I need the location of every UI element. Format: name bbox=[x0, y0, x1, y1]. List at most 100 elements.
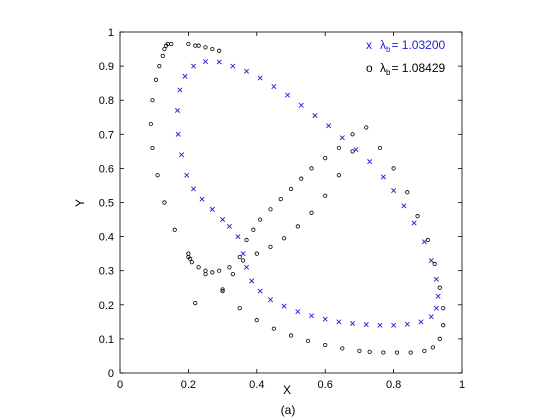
data-point bbox=[323, 342, 328, 348]
data-point bbox=[148, 121, 153, 127]
data-point bbox=[323, 156, 328, 161]
data-point bbox=[271, 326, 276, 331]
data-point bbox=[309, 166, 314, 171]
data-point bbox=[281, 303, 287, 309]
data-point bbox=[282, 236, 287, 241]
legend-lambda-1: λ bbox=[380, 61, 386, 75]
data-point bbox=[336, 173, 341, 178]
data-point bbox=[237, 306, 242, 311]
legend-symbol-0: x bbox=[366, 38, 372, 52]
data-point bbox=[186, 41, 191, 47]
data-point bbox=[203, 45, 208, 50]
data-point bbox=[174, 107, 180, 113]
data-point bbox=[441, 323, 446, 328]
data-point bbox=[186, 251, 191, 256]
data-point bbox=[367, 349, 372, 354]
data-point bbox=[254, 318, 259, 323]
data-point bbox=[322, 316, 328, 322]
data-point bbox=[268, 244, 273, 249]
data-point bbox=[251, 227, 256, 232]
y-tick-label: 0.8 bbox=[99, 95, 114, 107]
data-point bbox=[196, 265, 201, 270]
data-point bbox=[377, 322, 383, 328]
legend-label-1: λb= 1.08429 bbox=[380, 61, 445, 77]
data-point bbox=[411, 220, 417, 226]
data-point bbox=[309, 210, 314, 215]
data-point bbox=[401, 203, 407, 209]
data-point bbox=[437, 285, 442, 290]
data-point bbox=[240, 251, 246, 257]
data-point bbox=[441, 306, 446, 311]
data-point bbox=[244, 68, 250, 74]
data-point bbox=[216, 59, 222, 65]
data-point bbox=[299, 176, 304, 181]
legend-value-0: = 1.03200 bbox=[391, 38, 445, 52]
data-point bbox=[188, 256, 193, 261]
data-point bbox=[422, 348, 427, 353]
data-point bbox=[418, 319, 424, 325]
data-point bbox=[244, 237, 249, 243]
data-point bbox=[150, 145, 155, 151]
data-point bbox=[363, 322, 369, 328]
data-point bbox=[172, 227, 177, 232]
data-point bbox=[191, 63, 197, 69]
data-point bbox=[258, 217, 263, 222]
data-point bbox=[150, 98, 155, 103]
y-tick-label: 0.3 bbox=[99, 266, 114, 278]
data-point bbox=[350, 321, 356, 327]
y-tick-label: 0.9 bbox=[99, 61, 114, 73]
data-point bbox=[217, 268, 222, 273]
data-point bbox=[271, 84, 277, 90]
data-point bbox=[404, 321, 410, 327]
data-point bbox=[367, 159, 373, 165]
data-point bbox=[415, 214, 420, 219]
data-point bbox=[254, 251, 259, 256]
data-point bbox=[288, 186, 294, 191]
data-point bbox=[268, 207, 273, 212]
plot-frame bbox=[119, 31, 463, 374]
data-point bbox=[162, 46, 167, 52]
data-point bbox=[336, 319, 342, 325]
data-point bbox=[288, 333, 294, 338]
series-0 bbox=[174, 59, 441, 328]
data-point bbox=[305, 338, 311, 344]
data-point bbox=[155, 173, 160, 178]
data-point bbox=[249, 278, 255, 284]
data-point bbox=[237, 254, 242, 260]
data-point bbox=[381, 350, 386, 355]
data-point bbox=[153, 77, 159, 82]
figure-caption: (a) bbox=[281, 403, 296, 417]
x-tick-label: 0.4 bbox=[249, 379, 264, 391]
data-point bbox=[350, 132, 355, 137]
data-point bbox=[364, 125, 369, 130]
x-axis-title: X bbox=[283, 383, 291, 397]
data-point bbox=[235, 234, 241, 240]
data-point bbox=[202, 59, 209, 65]
data-point bbox=[157, 64, 162, 69]
data-point bbox=[357, 348, 362, 353]
data-point bbox=[230, 63, 236, 69]
series-layer bbox=[148, 41, 446, 355]
data-point bbox=[184, 172, 190, 178]
data-point bbox=[309, 313, 315, 319]
series-1 bbox=[148, 41, 446, 355]
axis-ticks: 0 0.2 0.4 0.6 0.8 1 0 0.1 0.2 0.3 0.4 0.5 0.6 0.7 0.8 0… bbox=[99, 27, 465, 391]
y-tick-label: 0 bbox=[108, 368, 114, 380]
data-point bbox=[380, 174, 386, 180]
x-tick-label: 0.2 bbox=[181, 379, 196, 391]
data-point bbox=[425, 237, 430, 243]
legend-lambda-0: λ bbox=[380, 38, 386, 52]
data-point bbox=[278, 196, 283, 202]
y-axis-title: Y bbox=[73, 199, 87, 207]
data-point bbox=[244, 264, 250, 270]
data-point bbox=[209, 206, 215, 212]
data-point bbox=[193, 300, 198, 306]
data-point bbox=[257, 288, 263, 294]
data-point bbox=[230, 272, 235, 277]
data-point bbox=[175, 131, 181, 137]
data-point bbox=[210, 270, 215, 275]
data-point bbox=[435, 293, 441, 299]
data-point bbox=[437, 336, 442, 341]
data-point bbox=[203, 268, 208, 273]
